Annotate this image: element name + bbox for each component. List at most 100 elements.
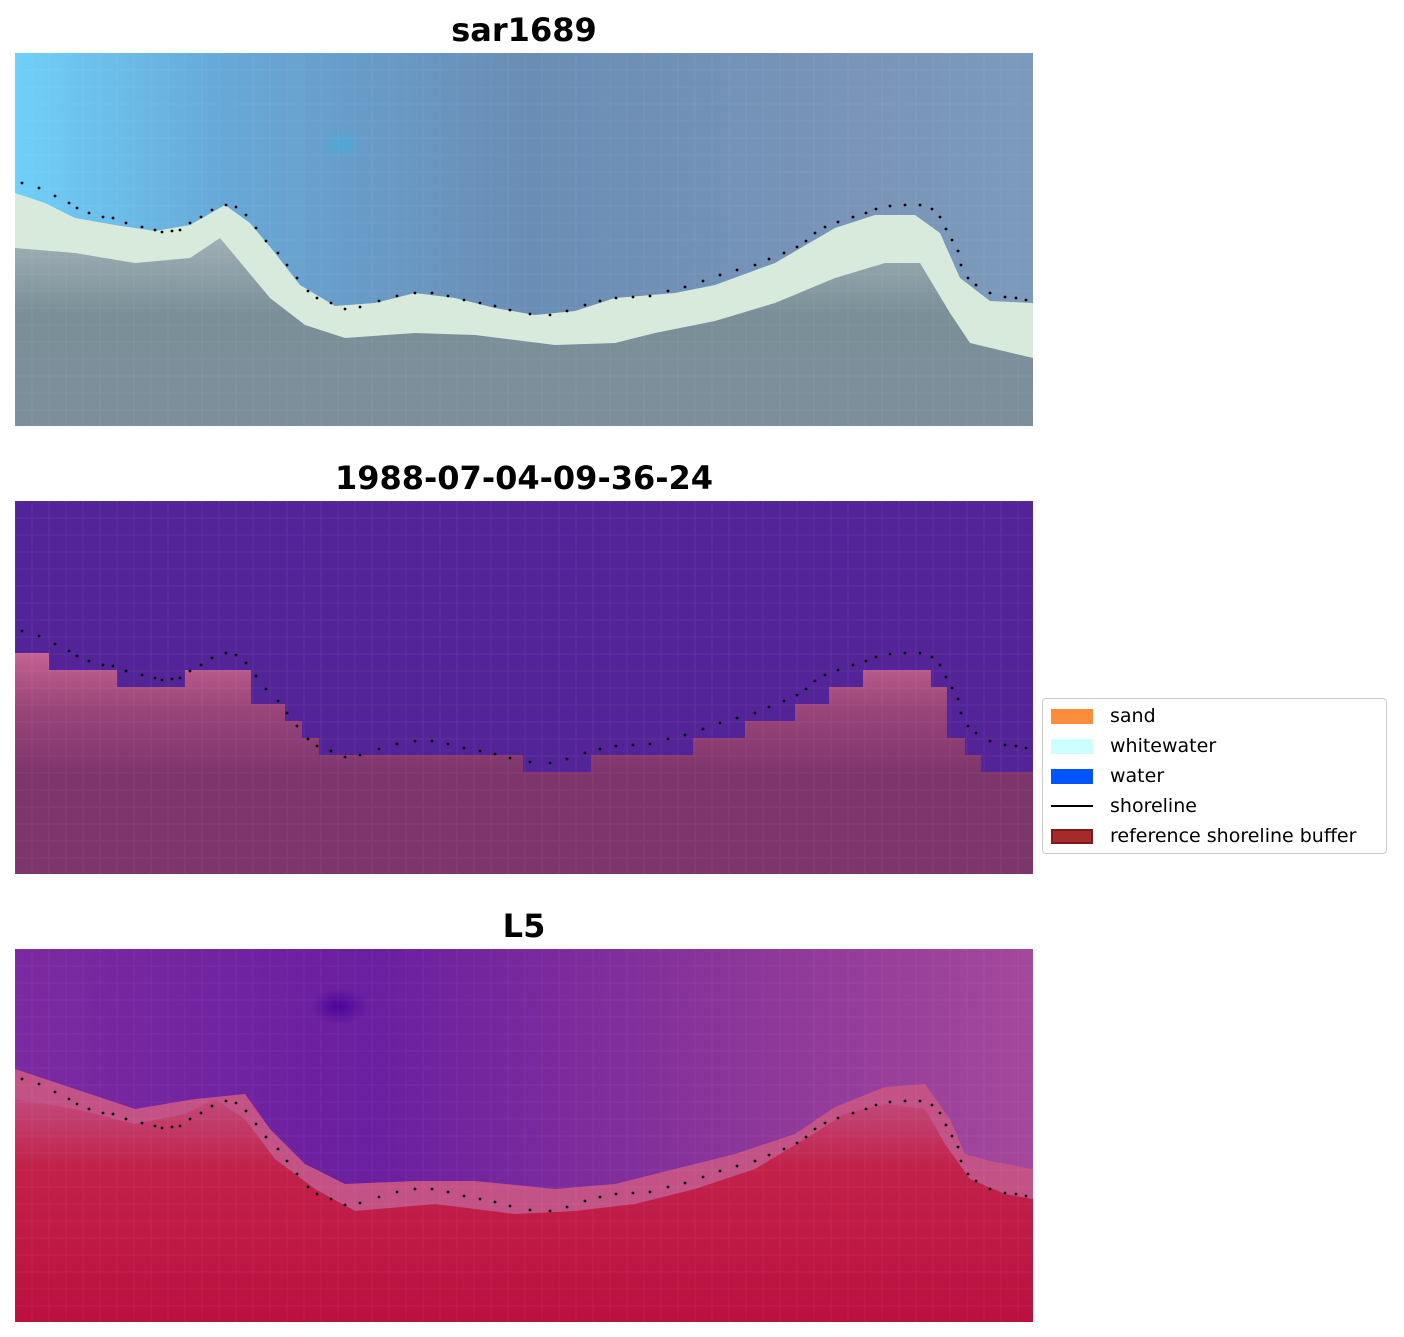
shoreline-dot: [244, 661, 248, 665]
shoreline-dot: [950, 1134, 954, 1138]
water-swatch: [1051, 769, 1093, 784]
shoreline-dot: [244, 213, 248, 217]
shoreline-dot: [170, 677, 174, 681]
shoreline-dot: [1014, 1192, 1018, 1196]
shoreline-dot: [111, 664, 115, 668]
shoreline-dot: [101, 663, 105, 667]
shoreline-dot: [37, 186, 41, 190]
shoreline-dot: [666, 289, 670, 293]
shoreline-dot: [111, 216, 115, 220]
shoreline-dot: [306, 1185, 310, 1189]
shoreline-dot: [295, 1172, 299, 1176]
sand-swatch: [1051, 709, 1093, 724]
shoreline-dot: [974, 1179, 978, 1183]
shoreline-dot: [188, 1117, 192, 1121]
shoreline-dot: [234, 205, 238, 209]
shoreline-dot: [478, 301, 482, 305]
panel-title-rgb: sar1689: [451, 11, 597, 49]
shoreline-dot: [140, 1121, 144, 1125]
shoreline-dot: [140, 225, 144, 229]
shoreline-dot: [508, 756, 512, 760]
shoreline-dot: [767, 705, 771, 709]
shoreline-dot: [583, 751, 587, 755]
shoreline-dot: [735, 1164, 739, 1168]
shoreline-dot: [160, 1126, 164, 1130]
shoreline-dot: [224, 651, 228, 655]
shoreline-dot: [199, 215, 203, 219]
shoreline-dot: [20, 1077, 24, 1081]
shoreline-dot: [813, 231, 817, 235]
shoreline-dot: [565, 1205, 569, 1209]
shoreline-dot: [701, 1175, 705, 1179]
shoreline-dot: [631, 743, 635, 747]
shoreline-dot: [315, 744, 319, 748]
shoreline-dot: [377, 1195, 381, 1199]
shoreline-dot: [851, 1111, 855, 1115]
shoreline-dot: [966, 276, 970, 280]
shoreline-dot: [959, 711, 963, 715]
shoreline-dot: [244, 1109, 248, 1113]
shoreline-dot: [565, 757, 569, 761]
shoreline-dot: [343, 307, 347, 311]
shoreline-dot: [583, 1199, 587, 1203]
shoreline-dot: [598, 1195, 602, 1199]
index-image-panel: [15, 949, 1033, 1322]
shoreline-dot: [851, 663, 855, 667]
shoreline-dot: [234, 1101, 238, 1105]
shoreline-dot: [101, 215, 105, 219]
shoreline-dot: [666, 1185, 670, 1189]
shoreline-dot: [20, 181, 24, 185]
shoreline-dot: [874, 655, 878, 659]
shoreline-dot: [254, 1122, 258, 1126]
shoreline-dot: [938, 1111, 942, 1115]
shoreline-dot: [823, 1121, 827, 1125]
shoreline-dot: [67, 649, 71, 653]
shoreline-dot: [75, 654, 79, 658]
shoreline-dot: [888, 652, 892, 656]
shoreline-dot: [795, 693, 799, 697]
shoreline-dot: [823, 673, 827, 677]
shoreline-dot: [944, 1123, 948, 1127]
shoreline-dot: [753, 1159, 757, 1163]
shoreline-dot: [648, 294, 652, 298]
shoreline-dot: [285, 1159, 289, 1163]
shoreline-dot: [966, 724, 970, 728]
shoreline-dot: [956, 1145, 960, 1149]
shoreline-dot: [315, 296, 319, 300]
shoreline-dot: [874, 207, 878, 211]
shoreline-dot: [493, 1200, 497, 1204]
shoreline-dot: [718, 721, 722, 725]
shoreline-dot: [631, 295, 635, 299]
shoreline-dot: [528, 1208, 532, 1212]
shoreline-dot: [735, 716, 739, 720]
shoreline-dot: [666, 737, 670, 741]
shoreline-dot: [160, 678, 164, 682]
shoreline-dot: [224, 203, 228, 207]
shoreline-dot: [413, 291, 417, 295]
shoreline-dot: [87, 1107, 91, 1111]
whitewater-swatch: [1051, 739, 1093, 754]
shoreline-dot: [254, 226, 258, 230]
shoreline-dot: [53, 194, 57, 198]
shoreline-dot: [446, 742, 450, 746]
shoreline-dot: [285, 711, 289, 715]
shoreline-dot: [988, 739, 992, 743]
shoreline-dot: [446, 1190, 450, 1194]
shoreline-dot: [918, 1099, 922, 1103]
shoreline-dot: [944, 675, 948, 679]
rgb-image-panel: [15, 53, 1033, 426]
shoreline-dot: [124, 669, 128, 673]
shoreline-dot: [178, 228, 182, 232]
shoreline-dot: [864, 659, 868, 663]
shoreline-dot: [153, 676, 157, 680]
shoreline-dot: [683, 285, 687, 289]
shoreline-dot: [813, 1127, 817, 1131]
shoreline-dot: [199, 663, 203, 667]
shoreline-dot: [329, 749, 333, 753]
shoreline-dot: [1014, 296, 1018, 300]
shoreline-dot: [959, 1159, 963, 1163]
shoreline-dot: [67, 1097, 71, 1101]
shoreline-dot: [111, 1112, 115, 1116]
shoreline-dot: [395, 742, 399, 746]
shoreline-dot: [276, 251, 280, 255]
